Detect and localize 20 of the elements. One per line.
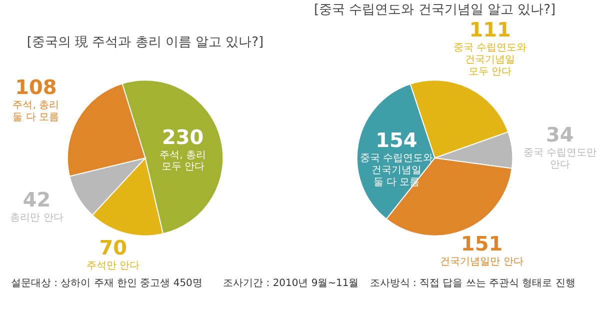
text: 조사기간 : 2010년 9월~11월 <box>223 278 359 289</box>
data-label: 108 <box>15 74 57 99</box>
data-label: 70 <box>99 235 127 260</box>
data-label: 42 <box>22 188 51 212</box>
chart-title: [중국의 現 주석과 총리 이름 알고 있나?] <box>26 35 264 50</box>
data-label: 230 <box>162 124 204 149</box>
slice-label: 총리만 안다 <box>10 212 64 224</box>
data-label: 111 <box>469 18 511 42</box>
slice-label: 건국기념일만 안다 <box>440 256 524 268</box>
slice-label: 주석만 안다 <box>86 260 140 272</box>
chart-title: [중국 수립연도와 건국기념일 알고 있나?] <box>314 2 556 18</box>
text: 설문대상 : 상하이 주재 한인 중고생 450명 <box>10 278 202 289</box>
slice-label: 주석, 총리 모두 안다 <box>160 150 206 173</box>
slice-label: 중국 수립연도만 안다 <box>523 147 596 170</box>
data-label: 34 <box>546 122 574 146</box>
slice-label: 주석, 총리 둘 다 모름 <box>12 100 60 123</box>
data-label: 154 <box>376 128 418 152</box>
text: 조사방식 : 직접 답을 쓰는 주관식 형태로 진행 <box>370 278 576 289</box>
data-label: 151 <box>460 231 503 256</box>
slice-label: 중국 수립연도와 건국기념일 모두 안다 <box>453 42 527 78</box>
